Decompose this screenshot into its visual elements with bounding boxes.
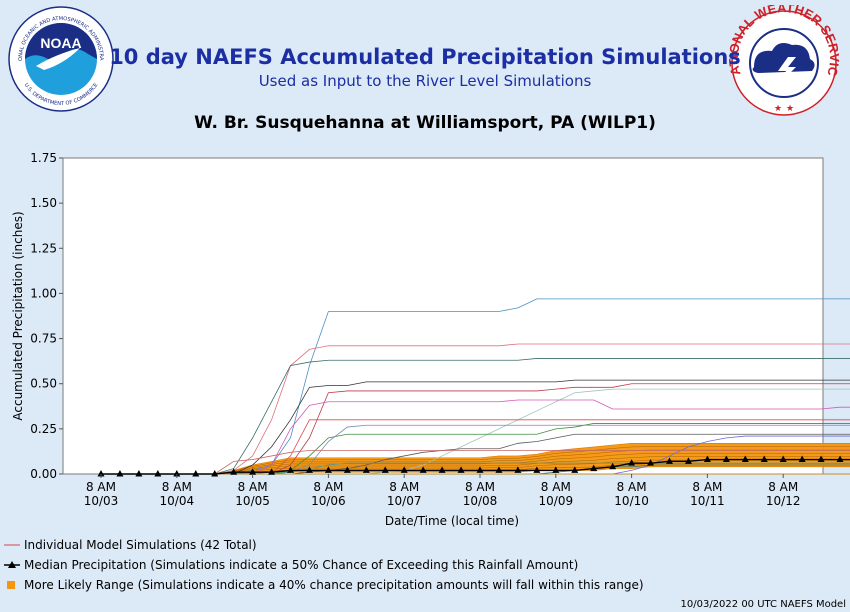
median-marker <box>230 468 238 475</box>
legend-individual-swatch <box>4 544 20 546</box>
simulation-line-19 <box>101 473 850 475</box>
svg-text:★: ★ <box>774 104 782 114</box>
location-title: W. Br. Susquehanna at Williamsport, PA (… <box>194 113 656 133</box>
x-tick-label-time: 8 AM <box>238 480 268 494</box>
median-marker <box>590 464 598 472</box>
median-marker <box>400 466 408 473</box>
median-marker <box>722 455 730 463</box>
range-band-line <box>101 449 850 475</box>
median-marker <box>760 455 768 463</box>
x-tick-label-time: 8 AM <box>86 480 116 494</box>
x-tick-label-date: 10/10 <box>614 494 649 508</box>
median-marker <box>116 470 124 477</box>
median-marker <box>173 470 181 477</box>
median-marker <box>779 455 787 463</box>
x-tick-label-time: 8 AM <box>465 480 495 494</box>
x-tick-label-date: 10/05 <box>235 494 270 508</box>
legend-individual: Individual Model Simulations (42 Total) <box>4 538 257 552</box>
legend-range-swatch <box>7 581 15 589</box>
simulation-line-8 <box>101 399 850 475</box>
median-marker <box>249 468 257 475</box>
median-marker <box>154 470 162 477</box>
range-band-line <box>101 459 850 475</box>
x-tick-label-time: 8 AM <box>162 480 192 494</box>
median-marker <box>684 457 692 464</box>
median-marker <box>476 466 484 473</box>
median-marker <box>97 470 105 477</box>
x-tick-label-date: 10/06 <box>311 494 346 508</box>
median-marker <box>343 466 351 473</box>
x-tick-label-date: 10/09 <box>539 494 574 508</box>
median-marker <box>571 466 579 473</box>
y-axis-label: Accumulated Precipitation (inches) <box>11 211 25 420</box>
x-tick-label-date: 10/11 <box>690 494 725 508</box>
simulation-line-14 <box>101 450 850 475</box>
legend-median-swatch <box>4 561 20 568</box>
median-marker <box>552 466 560 473</box>
legend-range-label: More Likely Range (Simulations indicate … <box>24 578 644 592</box>
median-marker <box>533 466 541 473</box>
median-marker <box>457 466 465 473</box>
median-marker <box>495 466 503 473</box>
svg-text:★: ★ <box>786 104 794 114</box>
legend-median: Median Precipitation (Simulations indica… <box>4 558 578 572</box>
median-marker <box>798 455 806 463</box>
median-marker <box>268 468 276 475</box>
page-title: 10 day NAEFS Accumulated Precipitation S… <box>109 45 741 69</box>
plot-area <box>62 157 824 475</box>
model-run-footer: 10/03/2022 00 UTC NAEFS Model <box>680 599 847 610</box>
median-marker <box>628 459 636 466</box>
median-marker <box>381 466 389 473</box>
median-marker <box>362 466 370 473</box>
y-tick-label: 1.25 <box>30 241 57 255</box>
x-tick-label-time: 8 AM <box>541 480 571 494</box>
median-marker <box>836 455 844 463</box>
simulation-line-1 <box>101 298 850 475</box>
median-marker <box>419 466 427 473</box>
median-marker <box>741 455 749 463</box>
simulation-line-3 <box>101 343 850 475</box>
legend-median-label: Median Precipitation (Simulations indica… <box>24 558 579 572</box>
x-tick-label-time: 8 AM <box>313 480 343 494</box>
y-tick-label: 1.75 <box>30 151 57 165</box>
median-marker <box>211 470 219 477</box>
x-tick-label-time: 8 AM <box>617 480 647 494</box>
x-tick-label-time: 8 AM <box>389 480 419 494</box>
median-marker <box>438 466 446 473</box>
median-marker <box>324 466 332 473</box>
y-tick-label: 0.75 <box>30 332 57 346</box>
y-tick-label: 0.00 <box>30 467 57 481</box>
median-marker <box>287 466 294 473</box>
median-marker <box>647 459 655 466</box>
x-tick-label-date: 10/08 <box>463 494 498 508</box>
median-marker <box>305 466 313 473</box>
median-marker <box>135 470 143 477</box>
median-marker <box>666 457 673 464</box>
median-marker <box>817 455 825 463</box>
noaa-logo-text: NOAA <box>40 35 81 51</box>
y-tick-label: 0.25 <box>30 422 57 436</box>
legend-range: More Likely Range (Simulations indicate … <box>4 578 644 592</box>
x-tick-label-date: 10/07 <box>387 494 422 508</box>
x-tick-label-time: 8 AM <box>768 480 798 494</box>
median-marker <box>609 462 617 470</box>
median-marker <box>703 455 711 463</box>
x-tick-label-date: 10/12 <box>766 494 801 508</box>
y-tick-label: 1.50 <box>30 196 57 210</box>
legend-individual-label: Individual Model Simulations (42 Total) <box>24 538 257 552</box>
noaa-logo: NOAA NATIONAL OCEANIC AND ATMOSPHERIC AD… <box>5 2 114 116</box>
median-marker <box>192 470 200 477</box>
page-subtitle: Used as Input to the River Level Simulat… <box>258 72 592 90</box>
y-tick-label: 1.00 <box>30 286 57 300</box>
x-tick-label-time: 8 AM <box>692 480 722 494</box>
x-tick-label-date: 10/04 <box>160 494 195 508</box>
x-tick-label-date: 10/03 <box>84 494 119 508</box>
nws-logo: NATIONAL WEATHER SERVICE ★ ★ <box>719 0 844 121</box>
simulation-line-5 <box>101 379 850 475</box>
y-tick-label: 0.50 <box>30 377 57 391</box>
simulation-line-4 <box>101 358 850 475</box>
x-axis-label: Date/Time (local time) <box>385 514 519 528</box>
median-marker <box>514 466 522 473</box>
